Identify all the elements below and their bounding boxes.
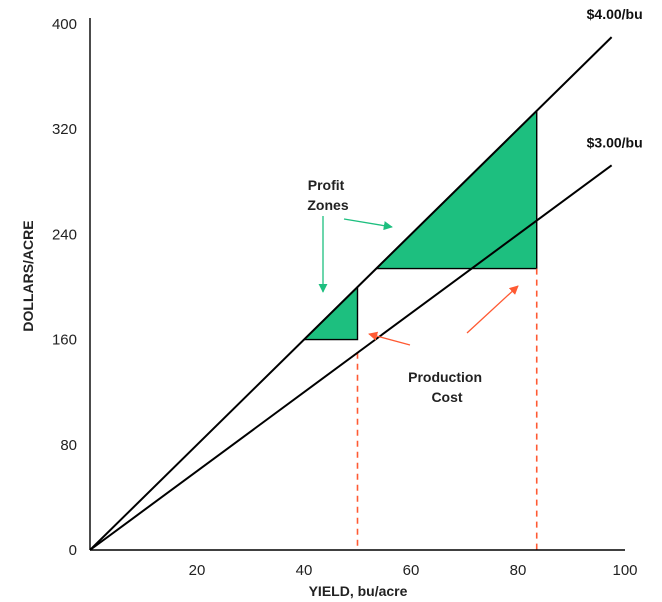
y-tick-label: 240 bbox=[52, 226, 77, 243]
y-tick-label: 160 bbox=[52, 332, 77, 349]
production-cost-label-line1: Production bbox=[408, 369, 482, 385]
x-axis-title: YIELD, bu/acre bbox=[309, 583, 408, 599]
x-axis-ticks: 20 40 60 80 100 bbox=[189, 562, 638, 579]
y-tick-label: 400 bbox=[52, 16, 77, 33]
y-tick-label: 0 bbox=[69, 542, 77, 559]
y-tick-label: 320 bbox=[52, 121, 77, 138]
x-tick-label: 60 bbox=[403, 562, 420, 579]
production-cost-label-line2: Cost bbox=[431, 389, 462, 405]
profit-zones-label-line1: Profit bbox=[308, 177, 345, 193]
y-tick-label: 80 bbox=[60, 437, 77, 454]
series-labels: $4.00/bu $3.00/bu bbox=[587, 6, 643, 150]
y-axis-ticks: 0 80 160 240 320 400 bbox=[52, 16, 77, 559]
x-tick-label: 100 bbox=[612, 562, 637, 579]
profit-zones-label: Profit Zones bbox=[307, 177, 348, 213]
series-label: $4.00/bu bbox=[587, 6, 643, 22]
series-lines bbox=[90, 37, 612, 550]
y-axis-title: DOLLARS/ACRE bbox=[20, 220, 36, 331]
series-line bbox=[90, 37, 612, 550]
production-cost-lines bbox=[358, 269, 537, 550]
series-line bbox=[90, 165, 612, 550]
x-tick-label: 40 bbox=[296, 562, 313, 579]
profit-zones-label-line2: Zones bbox=[307, 197, 348, 213]
series-label: $3.00/bu bbox=[587, 134, 643, 150]
x-tick-label: 20 bbox=[189, 562, 206, 579]
cost-arrow-right bbox=[467, 286, 518, 333]
profit-arrow-right bbox=[344, 219, 392, 227]
x-tick-label: 80 bbox=[510, 562, 527, 579]
production-cost-label: Production Cost bbox=[408, 369, 486, 405]
